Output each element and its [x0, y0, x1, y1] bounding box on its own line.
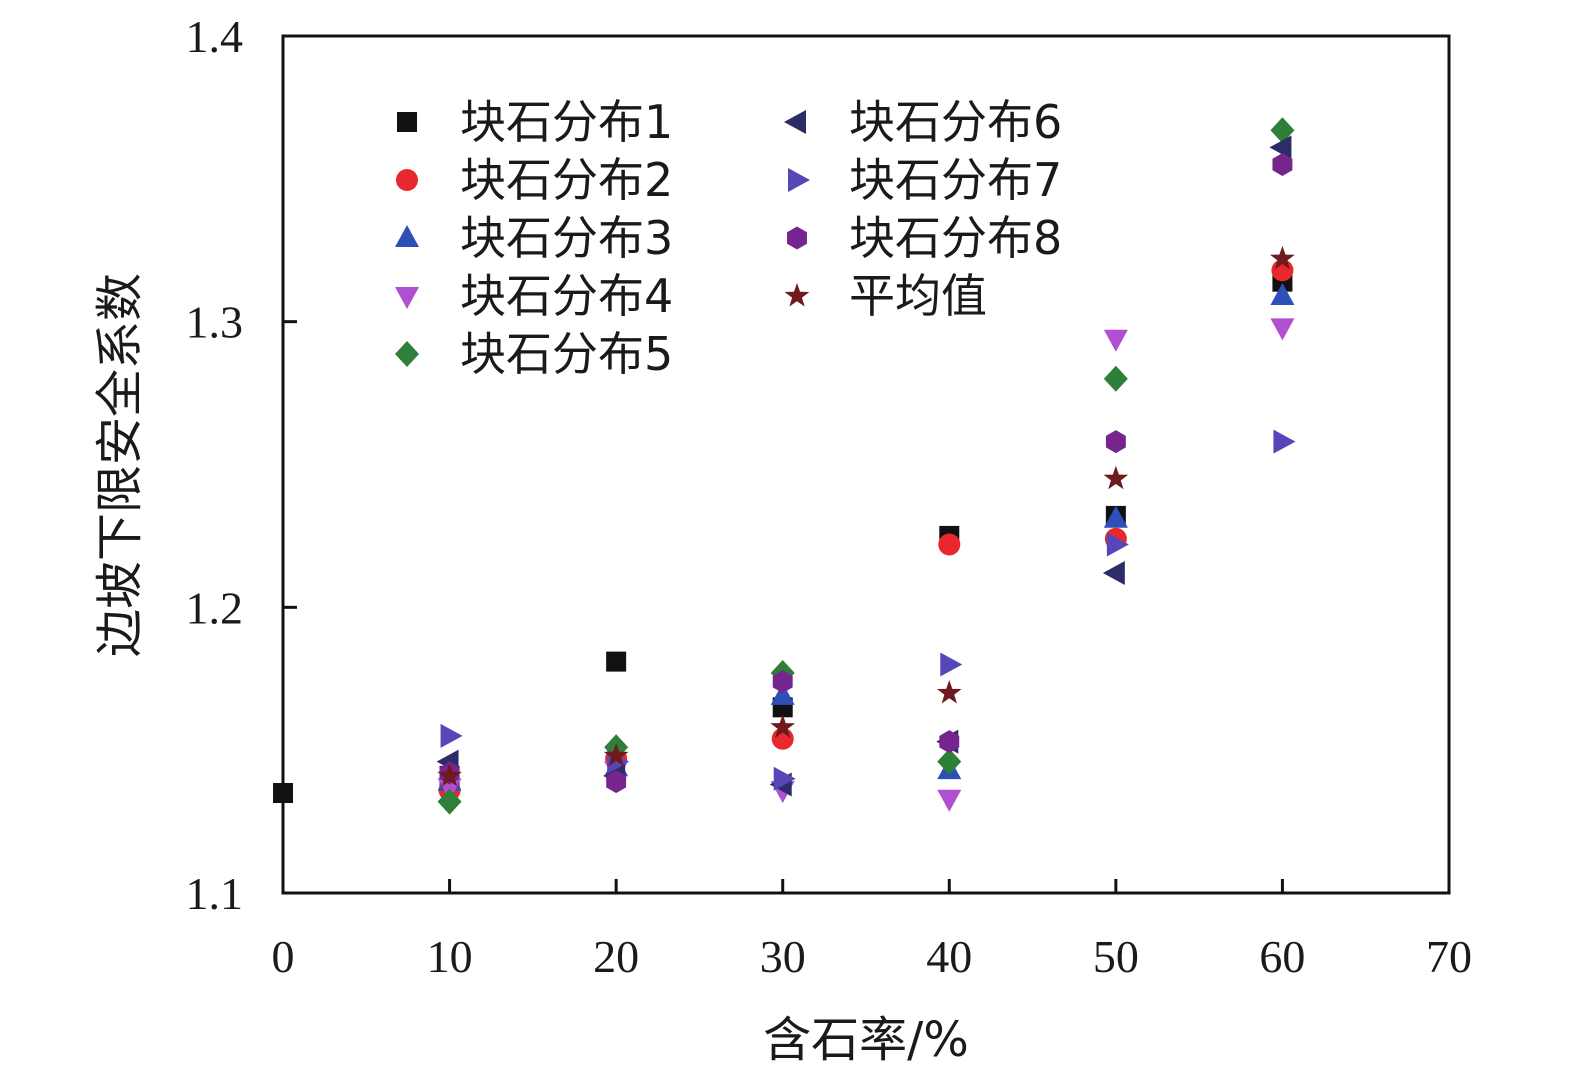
legend-item: 块石分布1: [397, 95, 673, 149]
data-point: [937, 748, 962, 775]
y-tick-label: 1.4: [186, 11, 244, 62]
legend-marker: [395, 287, 419, 309]
data-point: [1103, 365, 1128, 392]
legend-label: 块石分布4: [460, 269, 673, 323]
legend-label: 块石分布6: [849, 95, 1062, 149]
data-point: [772, 670, 793, 694]
legend-label: 块石分布7: [849, 153, 1062, 207]
data-point: [936, 680, 962, 704]
tick-labels: 0 10 20 30 40 50 60 70 1.1 1.2 1.3 1.4: [186, 11, 1473, 982]
data-point: [1270, 282, 1295, 305]
x-tick-label: 30: [760, 931, 806, 982]
data-point: [1105, 430, 1126, 454]
data-point: [606, 651, 627, 672]
data-point: [1273, 429, 1296, 454]
data-point: [1270, 318, 1295, 341]
data-point: [937, 789, 962, 812]
x-tick-label: 40: [926, 931, 972, 982]
series-7: [440, 429, 1296, 791]
legend-marker: [788, 168, 810, 192]
data-point: [437, 788, 462, 815]
data-point: [603, 742, 629, 767]
y-axis-title: 边坡下限安全系数: [92, 273, 148, 657]
legend-label: 块石分布8: [849, 211, 1062, 265]
data-point: [1103, 505, 1128, 528]
legend-item: 块石分布2: [396, 153, 673, 207]
data-point: [1272, 153, 1293, 177]
series-4: [437, 318, 1295, 812]
y-tick-label: 1.2: [186, 582, 244, 633]
x-tick-label: 70: [1426, 931, 1472, 982]
y-tick-label: 1.3: [186, 297, 244, 348]
data-point: [773, 766, 796, 791]
data-point: [1102, 561, 1125, 586]
legend-marker: [397, 112, 417, 132]
data-point: [1103, 329, 1128, 352]
x-tick-label: 10: [427, 931, 473, 982]
y-tick-label: 1.1: [186, 868, 244, 919]
data-points: [273, 117, 1296, 815]
legend-marker: [395, 341, 419, 367]
legend-label: 块石分布1: [460, 95, 673, 149]
data-point: [1270, 117, 1295, 144]
legend-marker: [784, 110, 806, 134]
legend-item: 块石分布3: [395, 211, 673, 265]
legend-item: 块石分布8: [787, 211, 1062, 265]
legend-label: 块石分布2: [460, 153, 673, 207]
plot-frame: [281, 34, 1451, 895]
data-point: [440, 723, 463, 748]
legend-marker: [395, 225, 419, 247]
series-9: [437, 245, 1295, 787]
data-point: [938, 533, 961, 556]
x-axis-title: 含石率/%: [763, 1012, 969, 1068]
data-point: [940, 652, 963, 677]
data-point: [770, 714, 796, 738]
legend-marker: [784, 283, 810, 307]
data-point: [770, 682, 795, 705]
legend-item: 块石分布4: [395, 269, 673, 323]
legend-label: 块石分布5: [460, 327, 673, 381]
data-point: [939, 730, 960, 754]
legend-marker: [787, 226, 807, 250]
data-point: [1103, 465, 1129, 490]
legend-label: 平均值: [849, 269, 987, 323]
legend-item: 块石分布6: [784, 95, 1062, 149]
data-point: [437, 762, 462, 787]
x-tick-label: 60: [1259, 931, 1305, 982]
data-point: [1106, 532, 1129, 557]
x-tick-label: 20: [593, 931, 639, 982]
data-point: [606, 770, 627, 794]
legend-item: 块石分布7: [788, 153, 1062, 207]
x-tick-label: 0: [272, 931, 295, 982]
legend-item: 平均值: [784, 269, 987, 323]
data-point: [1270, 245, 1295, 270]
legend-item: 块石分布5: [395, 327, 673, 381]
data-point: [1269, 135, 1292, 160]
legend-marker: [396, 169, 418, 191]
legend-label: 块石分布3: [460, 211, 673, 265]
x-tick-label: 50: [1093, 931, 1139, 982]
